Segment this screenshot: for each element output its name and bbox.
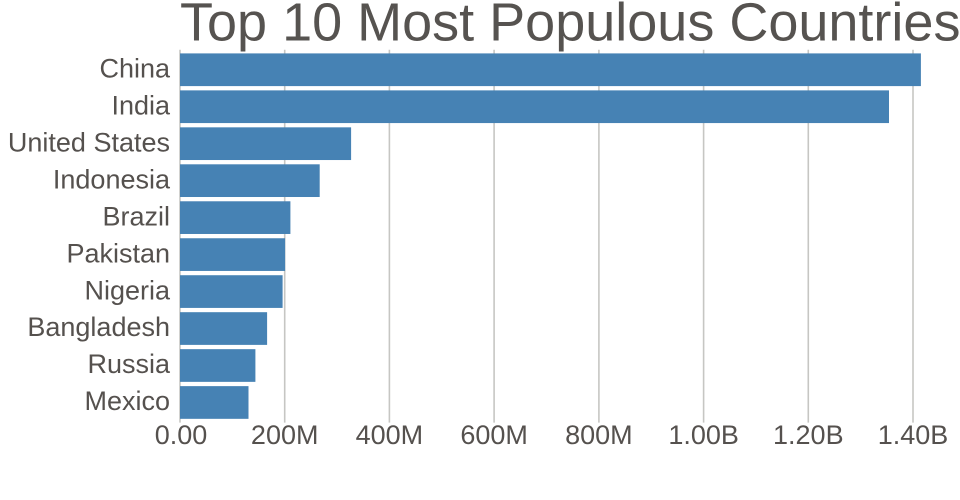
svg-text:600M: 600M (460, 420, 528, 450)
svg-text:1.40B: 1.40B (878, 420, 949, 450)
svg-text:China: China (99, 53, 171, 83)
svg-text:1.00B: 1.00B (668, 420, 739, 450)
svg-text:Nigeria: Nigeria (84, 275, 171, 305)
svg-text:400M: 400M (356, 420, 424, 450)
svg-text:Brazil: Brazil (102, 201, 170, 231)
svg-text:India: India (111, 90, 171, 120)
svg-text:Pakistan: Pakistan (66, 238, 170, 268)
svg-text:800M: 800M (565, 420, 633, 450)
svg-text:1.20B: 1.20B (773, 420, 844, 450)
svg-text:Top 10 Most Populous Countries: Top 10 Most Populous Countries (180, 0, 960, 52)
svg-text:United States: United States (8, 127, 170, 157)
svg-text:Indonesia: Indonesia (53, 164, 171, 194)
svg-text:Mexico: Mexico (84, 386, 170, 416)
svg-text:0.00: 0.00 (155, 420, 208, 450)
svg-text:Russia: Russia (87, 349, 171, 379)
svg-text:Bangladesh: Bangladesh (27, 312, 170, 342)
svg-text:200M: 200M (251, 420, 319, 450)
